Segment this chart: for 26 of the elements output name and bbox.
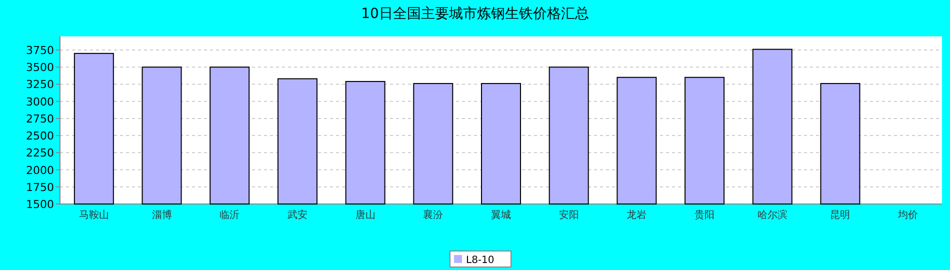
legend-label: L8-10	[466, 255, 494, 266]
y-tick-label: 3750	[26, 44, 54, 57]
x-tick-label: 均价	[897, 209, 918, 221]
chart-title: 10日全国主要城市炼钢生铁价格汇总	[361, 6, 589, 22]
x-tick-label: 唐山	[355, 209, 376, 221]
legend: L8-10	[450, 250, 512, 268]
y-tick-label: 2250	[26, 146, 54, 160]
x-tick-label: 龙岩	[626, 209, 647, 221]
y-tick-label: 3000	[26, 95, 54, 108]
y-tick-label: 2750	[26, 112, 54, 126]
x-tick-label: 马鞍山	[78, 209, 109, 221]
x-tick-label: 淄博	[152, 209, 172, 221]
y-tick-label: 2500	[26, 130, 54, 143]
y-tick-label: 1500	[26, 198, 54, 211]
x-tick-label: 襄汾	[423, 209, 444, 221]
x-tick-label: 翼城	[491, 209, 511, 221]
y-tick-label: 3500	[26, 61, 54, 74]
x-tick-label: 安阳	[558, 209, 579, 221]
y-tick-label: 2000	[26, 164, 54, 177]
x-tick-label: 临沂	[220, 209, 240, 221]
x-tick-label: 昆明	[830, 210, 850, 221]
x-tick-label: 武安	[287, 209, 308, 221]
x-tick-label: 贵阳	[694, 209, 715, 221]
y-tick-label: 1750	[26, 180, 54, 194]
x-tick-label: 哈尔滨	[757, 209, 788, 221]
y-tick-label: 3250	[26, 78, 54, 92]
